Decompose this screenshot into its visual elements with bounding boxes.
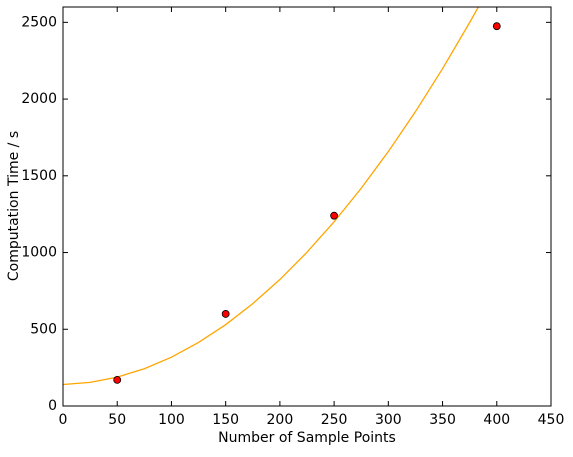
x-tick-label: 0 [59,412,68,428]
plot-area [63,7,501,386]
data-point [113,376,122,384]
fit-curve [63,7,480,386]
y-tick-label: 1000 [21,245,57,261]
x-tick-label: 300 [375,412,402,428]
x-tick-label: 100 [158,412,185,428]
x-tick-label: 150 [212,412,239,428]
y-tick-label: 500 [30,321,57,337]
data-point [330,211,339,220]
x-tick-label: 400 [483,412,510,428]
x-tick-label: 250 [321,412,348,428]
data-point [221,310,230,318]
y-tick-label: 2500 [21,14,57,30]
x-tick-label: 450 [538,412,565,428]
x-tick-label: 200 [267,412,294,428]
x-tick-label: 50 [108,412,126,428]
y-tick-label: 0 [48,398,57,414]
plot-frame [62,6,552,407]
data-point [492,22,501,31]
x-tick-label: 350 [429,412,456,428]
x-axis-label: Number of Sample Points [218,430,396,446]
y-tick-label: 2000 [21,91,57,107]
y-axis-label: Computation Time / s [6,131,22,281]
y-tick-label: 1500 [21,168,57,184]
